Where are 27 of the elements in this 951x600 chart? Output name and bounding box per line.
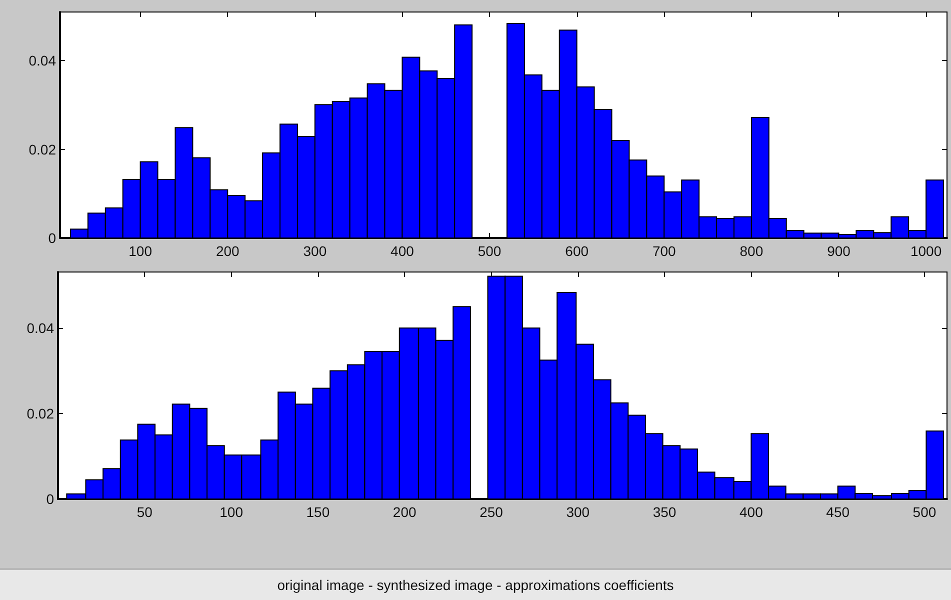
x-tick-label: 200 xyxy=(392,504,416,520)
x-tick-label: 200 xyxy=(216,243,240,259)
text: original image - synthesized image - approximations coefficients xyxy=(0,568,951,600)
y-tick-label: 0.02 xyxy=(26,406,54,422)
x-tick-label: 500 xyxy=(912,504,936,520)
y-tick-label: 0.04 xyxy=(28,52,56,69)
x-tick-label: 300 xyxy=(303,243,327,259)
x-tick-label: 300 xyxy=(566,504,590,520)
y-tick-label: 0 xyxy=(48,230,56,246)
x-tick-label: 600 xyxy=(565,243,589,259)
y-tick-label: 0 xyxy=(46,491,54,507)
x-tick-label: 50 xyxy=(136,504,153,520)
x-tick-label: 400 xyxy=(740,504,764,520)
x-tick-label: 450 xyxy=(826,504,850,520)
x-tick-label: 1000 xyxy=(910,243,942,259)
x-tick-label: 250 xyxy=(480,504,504,520)
x-tick-label: 100 xyxy=(220,504,244,520)
x-tick-label: 800 xyxy=(740,243,764,259)
x-tick-label: 100 xyxy=(128,243,152,259)
y-tick-label: 0.04 xyxy=(26,320,54,336)
x-tick-label: 900 xyxy=(827,243,851,259)
x-tick-label: 500 xyxy=(478,243,502,259)
x-tick-label: 400 xyxy=(390,243,414,259)
y-tick-label: 0.02 xyxy=(28,141,56,158)
x-tick-label: 350 xyxy=(652,504,676,520)
x-tick-label: 150 xyxy=(306,504,330,520)
x-tick-label: 700 xyxy=(652,243,676,259)
